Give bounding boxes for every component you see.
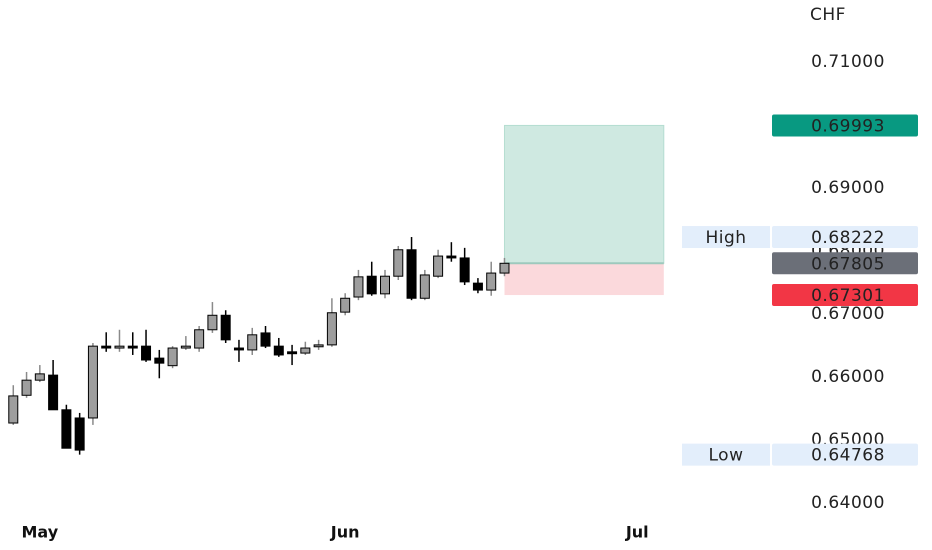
candle-body <box>499 262 510 274</box>
candle-body <box>48 374 59 411</box>
y-tick-label: 0.71000 <box>811 52 885 72</box>
candle-body <box>207 314 218 331</box>
candle-body <box>34 373 45 381</box>
entry-price-box <box>772 252 918 275</box>
profit-zone <box>503 124 665 264</box>
candle-body <box>194 329 205 349</box>
candle-body <box>393 249 404 277</box>
candle-body <box>433 255 444 277</box>
candle-body <box>313 344 324 348</box>
candle-body <box>419 274 430 299</box>
candle-body <box>472 282 483 291</box>
high-value: 0.68222 <box>811 228 885 248</box>
candle-body <box>300 347 311 354</box>
candle-body <box>287 351 298 355</box>
y-tick-label: 0.66000 <box>811 367 885 387</box>
candle-body <box>154 357 165 364</box>
candle-body <box>486 272 497 291</box>
candle-body <box>366 275 377 295</box>
candle-body <box>114 345 125 349</box>
candle-body <box>21 379 32 396</box>
low-value-box <box>772 443 918 466</box>
candle-body <box>220 314 231 341</box>
candle-body <box>167 347 178 367</box>
candle-body <box>380 275 390 295</box>
y-tick-label: 0.67000 <box>811 304 885 324</box>
low-label-box <box>682 443 770 466</box>
candle-body <box>87 345 98 419</box>
candle-body <box>406 249 417 299</box>
candle-body <box>8 395 19 424</box>
stop-price-box <box>772 284 918 307</box>
target-price-box <box>772 114 918 137</box>
target-price: 0.69993 <box>811 116 885 136</box>
candle-body <box>273 345 284 356</box>
x-tick-label: May <box>21 523 58 542</box>
low-label: Low <box>709 446 744 466</box>
candle-body <box>353 276 364 298</box>
entry-price: 0.67805 <box>811 254 885 274</box>
currency-label: CHF <box>810 5 846 25</box>
candle-body <box>260 332 271 347</box>
high-label: High <box>705 228 746 248</box>
candle-body <box>340 297 351 313</box>
candle-body <box>180 345 191 349</box>
y-tick-label: 0.64000 <box>811 493 885 513</box>
candle-body <box>127 345 138 349</box>
x-tick-label: Jul <box>625 523 649 542</box>
candle-body <box>141 345 152 361</box>
candle-body <box>233 347 244 351</box>
candle-body <box>446 255 457 259</box>
candle-body <box>74 417 85 451</box>
y-tick-label: 0.69000 <box>811 178 885 198</box>
x-tick-label: Jun <box>330 523 360 542</box>
candle-body <box>459 257 470 283</box>
high-label-box <box>682 226 770 249</box>
candle-body <box>326 312 337 346</box>
stop-price: 0.67301 <box>811 286 885 306</box>
low-value: 0.64768 <box>811 446 885 466</box>
loss-zone <box>504 263 664 296</box>
high-value-box <box>772 226 918 249</box>
candle-body <box>61 409 72 449</box>
candle-body <box>247 334 258 351</box>
candle-body <box>101 345 112 349</box>
